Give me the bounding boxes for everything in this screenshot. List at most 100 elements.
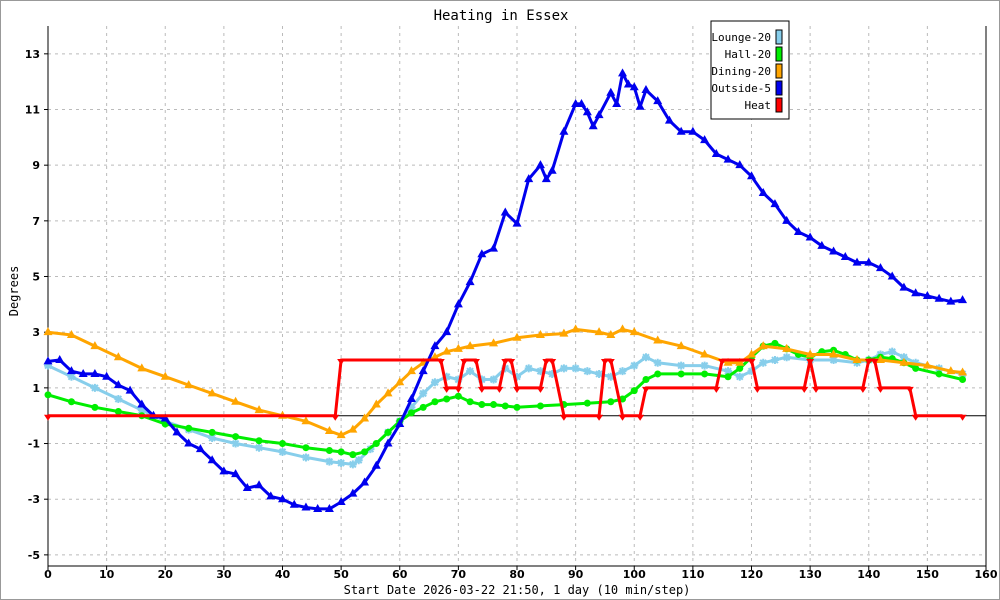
data-point bbox=[594, 327, 604, 336]
data-point bbox=[407, 409, 415, 417]
grid bbox=[48, 26, 986, 566]
data-point bbox=[653, 96, 663, 105]
data-point bbox=[360, 477, 370, 486]
data-point bbox=[90, 341, 100, 350]
data-point bbox=[548, 359, 557, 366]
series-hall-20 bbox=[44, 339, 967, 459]
x-tick-label: 120 bbox=[740, 568, 763, 581]
data-point bbox=[137, 363, 147, 372]
legend-label: Heat bbox=[745, 99, 772, 112]
data-point bbox=[712, 386, 721, 393]
data-point bbox=[443, 395, 451, 403]
series-line bbox=[47, 327, 963, 437]
data-point bbox=[348, 424, 358, 433]
data-point bbox=[501, 364, 510, 373]
y-tick-label: 9 bbox=[32, 159, 40, 172]
data-point bbox=[559, 414, 568, 421]
data-point bbox=[184, 438, 194, 447]
x-tick-label: 130 bbox=[799, 568, 822, 581]
data-point bbox=[758, 341, 768, 350]
x-tick-label: 150 bbox=[916, 568, 939, 581]
x-tick-label: 160 bbox=[975, 568, 998, 581]
data-point bbox=[325, 446, 333, 454]
data-point bbox=[442, 372, 451, 381]
data-point bbox=[337, 459, 346, 468]
data-point bbox=[875, 263, 885, 272]
data-point bbox=[278, 447, 287, 456]
data-point bbox=[688, 126, 698, 135]
data-point bbox=[430, 341, 440, 350]
data-point bbox=[959, 376, 967, 384]
data-point bbox=[254, 405, 264, 414]
data-point bbox=[724, 373, 732, 381]
data-point bbox=[606, 329, 616, 338]
data-point bbox=[113, 352, 123, 361]
data-point bbox=[594, 110, 604, 119]
data-point bbox=[905, 386, 914, 393]
data-point bbox=[371, 460, 381, 469]
legend-swatch bbox=[775, 46, 783, 62]
data-point bbox=[711, 149, 721, 158]
data-point bbox=[852, 257, 862, 266]
data-point bbox=[958, 295, 968, 304]
data-point bbox=[654, 370, 662, 378]
data-point bbox=[524, 174, 534, 183]
data-point bbox=[629, 82, 639, 91]
series-layer bbox=[43, 68, 968, 512]
legend: Lounge-20 Hall-20 Dining-20 Outside-5 Heat bbox=[710, 20, 790, 120]
data-point bbox=[946, 366, 956, 375]
data-point bbox=[958, 414, 967, 421]
data-point bbox=[44, 391, 52, 399]
data-point bbox=[395, 419, 405, 428]
data-point bbox=[548, 369, 557, 378]
data-point bbox=[331, 414, 340, 421]
data-point bbox=[864, 359, 873, 366]
data-point bbox=[207, 388, 217, 397]
data-point bbox=[500, 207, 510, 216]
data-point bbox=[542, 359, 551, 366]
x-tick-label: 20 bbox=[158, 568, 174, 581]
data-point bbox=[67, 372, 76, 381]
y-tick-label: -1 bbox=[28, 438, 40, 451]
data-point bbox=[536, 367, 545, 376]
data-point bbox=[406, 393, 416, 402]
data-point bbox=[478, 401, 486, 409]
data-point bbox=[629, 327, 639, 336]
data-point bbox=[254, 480, 264, 489]
data-point bbox=[606, 359, 615, 366]
data-point bbox=[419, 389, 428, 398]
data-point bbox=[618, 414, 627, 421]
x-tick-label: 30 bbox=[216, 568, 232, 581]
data-point bbox=[770, 199, 780, 208]
data-point bbox=[571, 364, 580, 373]
data-point bbox=[800, 386, 809, 393]
y-tick-label: 1 bbox=[32, 382, 40, 395]
data-point bbox=[852, 355, 862, 364]
data-point bbox=[431, 398, 439, 406]
data-point bbox=[324, 426, 334, 434]
data-point bbox=[559, 126, 569, 135]
data-point bbox=[512, 332, 522, 341]
data-point bbox=[829, 246, 839, 255]
data-point bbox=[676, 341, 686, 350]
y-tick-label: 5 bbox=[32, 271, 40, 284]
data-point bbox=[460, 359, 469, 366]
data-point bbox=[607, 398, 615, 406]
data-point bbox=[348, 460, 357, 469]
data-point bbox=[489, 375, 498, 384]
data-point bbox=[771, 339, 779, 347]
data-point bbox=[736, 364, 744, 372]
y-tick-label: -3 bbox=[28, 493, 40, 506]
data-point bbox=[507, 359, 516, 366]
data-point bbox=[477, 375, 486, 384]
data-point bbox=[436, 359, 445, 366]
data-point bbox=[701, 370, 709, 378]
data-point bbox=[66, 329, 76, 338]
data-point bbox=[442, 346, 452, 355]
data-point bbox=[870, 359, 879, 366]
data-point bbox=[360, 413, 370, 422]
data-point bbox=[888, 347, 897, 356]
data-point bbox=[336, 430, 346, 439]
legend-label: Lounge-20 bbox=[711, 31, 771, 44]
series-dining-20 bbox=[43, 324, 968, 439]
